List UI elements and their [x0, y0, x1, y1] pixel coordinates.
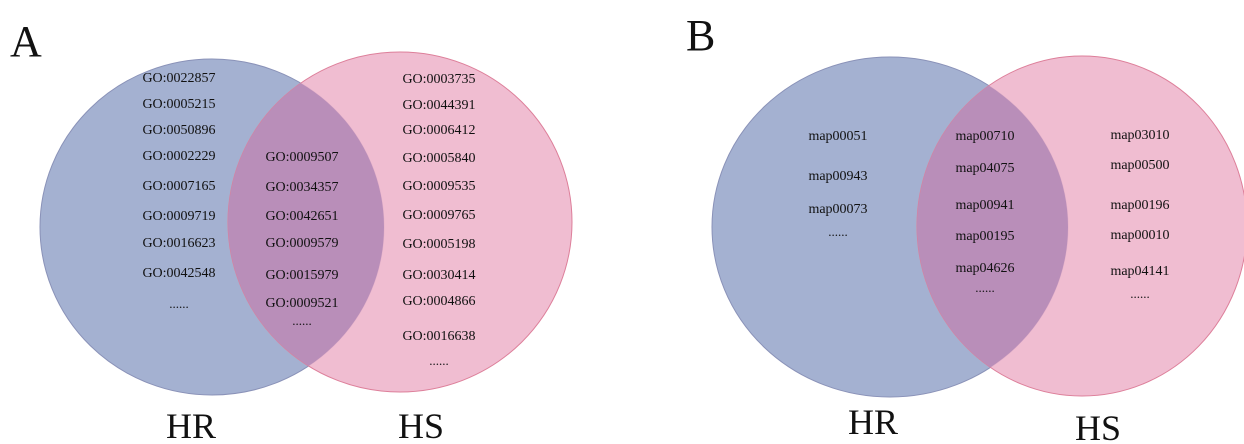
term-label: GO:0009579 [265, 236, 338, 251]
ellipsis-marker: ...... [975, 280, 995, 295]
term-label: map00710 [955, 129, 1014, 144]
term-label: map00051 [808, 129, 867, 144]
term-label: map04141 [1110, 264, 1169, 279]
term-label: GO:0016638 [402, 329, 475, 344]
term-label: GO:0022857 [142, 71, 215, 86]
hr-only-terms: GO:0022857 GO:0005215 GO:0050896 GO:0002229… [142, 71, 215, 311]
term-label: map00196 [1110, 198, 1169, 213]
term-label: map00073 [808, 202, 867, 217]
panel-b: B map00051 map00943 map00073...... map0071… [686, 11, 1244, 444]
hr-label: HR [848, 402, 898, 442]
panel-a: A GO:0022857 GO:0005215 GO:0050896 GO:00022… [10, 17, 573, 444]
term-label: GO:0016623 [142, 236, 215, 251]
panel-b-letter: B [686, 11, 715, 60]
hs-only-terms: GO:0003735 GO:0044391 GO:0006412 GO:0005840… [402, 72, 475, 368]
term-label: GO:0005840 [402, 151, 475, 166]
ellipsis-marker: ...... [429, 353, 449, 368]
term-label: GO:0009719 [142, 209, 215, 224]
term-label: GO:0007165 [142, 179, 215, 194]
ellipsis-marker: ...... [292, 313, 312, 328]
term-label: GO:0034357 [265, 180, 338, 195]
hr-only-terms: map00051 map00943 map00073...... [808, 129, 867, 239]
term-label: GO:0006412 [402, 123, 475, 138]
term-label: map00943 [808, 169, 867, 184]
overlap-terms: map00710 map04075 map00941 map00195 map04626… [955, 129, 1014, 295]
panel-a-letter: A [10, 17, 42, 66]
hr-label: HR [166, 406, 216, 444]
term-label: GO:0005215 [142, 97, 215, 112]
ellipsis-marker: ...... [828, 224, 848, 239]
term-label: map04075 [955, 161, 1014, 176]
term-label: GO:0009521 [265, 296, 338, 311]
term-label: map00195 [955, 229, 1014, 244]
term-label: map04626 [955, 261, 1014, 276]
term-label: GO:0005198 [402, 237, 475, 252]
term-label: GO:0009765 [402, 208, 475, 223]
term-label: GO:0009535 [402, 179, 475, 194]
term-label: GO:0042548 [142, 266, 215, 281]
term-label: GO:0004866 [402, 294, 475, 309]
term-label: GO:0003735 [402, 72, 475, 87]
term-label: GO:0042651 [265, 209, 338, 224]
hs-label: HS [398, 406, 444, 444]
term-label: map00010 [1110, 228, 1169, 243]
overlap-region [228, 59, 384, 392]
term-label: GO:0002229 [142, 149, 215, 164]
term-label: map00941 [955, 198, 1014, 213]
term-label: GO:0015979 [265, 268, 338, 283]
term-label: GO:0009507 [265, 150, 338, 165]
term-label: GO:0044391 [402, 98, 475, 113]
term-label: GO:0030414 [402, 268, 475, 283]
ellipsis-marker: ...... [169, 296, 189, 311]
term-label: map00500 [1110, 158, 1169, 173]
ellipsis-marker: ...... [1130, 286, 1150, 301]
term-label: map03010 [1110, 128, 1169, 143]
term-label: GO:0050896 [142, 123, 215, 138]
hs-only-terms: map03010 map00500 map00196 map00010 map04141… [1110, 128, 1169, 301]
overlap-terms: GO:0009507 GO:0034357 GO:0042651 GO:0009579… [265, 150, 338, 328]
hs-label: HS [1075, 408, 1121, 444]
overlap-region [917, 57, 1068, 396]
